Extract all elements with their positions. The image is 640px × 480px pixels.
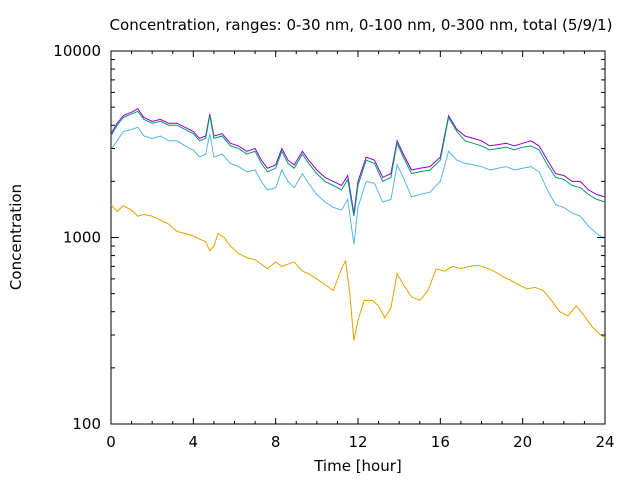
- x-tick-label: 12: [348, 433, 367, 451]
- x-axis-ticks: 0 4 8 12 16 20 24: [106, 51, 615, 451]
- x-tick-label: 0: [106, 433, 116, 451]
- y-axis-ticks: 100 1000 10000: [53, 42, 605, 433]
- plot-frame: [110, 50, 606, 425]
- x-axis-label: Time [hour]: [313, 457, 402, 475]
- x-tick-label: 24: [595, 433, 614, 451]
- x-tick-label: 20: [513, 433, 532, 451]
- chart-title: Concentration, ranges: 0-30 nm, 0-100 nm…: [110, 16, 613, 34]
- series-layer: [110, 108, 606, 341]
- y-tick-label: 10000: [53, 42, 101, 60]
- x-tick-label: 8: [271, 433, 281, 451]
- y-tick-label: 1000: [63, 229, 101, 247]
- x-tick-label: 4: [189, 433, 199, 451]
- y-tick-label: 100: [72, 415, 101, 433]
- series-line-4: [110, 204, 606, 341]
- y-axis-label: Concentration: [7, 184, 25, 290]
- x-tick-label: 16: [431, 433, 450, 451]
- series-line-2: [110, 110, 606, 217]
- series-line-3: [110, 126, 606, 245]
- series-line-1: [110, 108, 606, 214]
